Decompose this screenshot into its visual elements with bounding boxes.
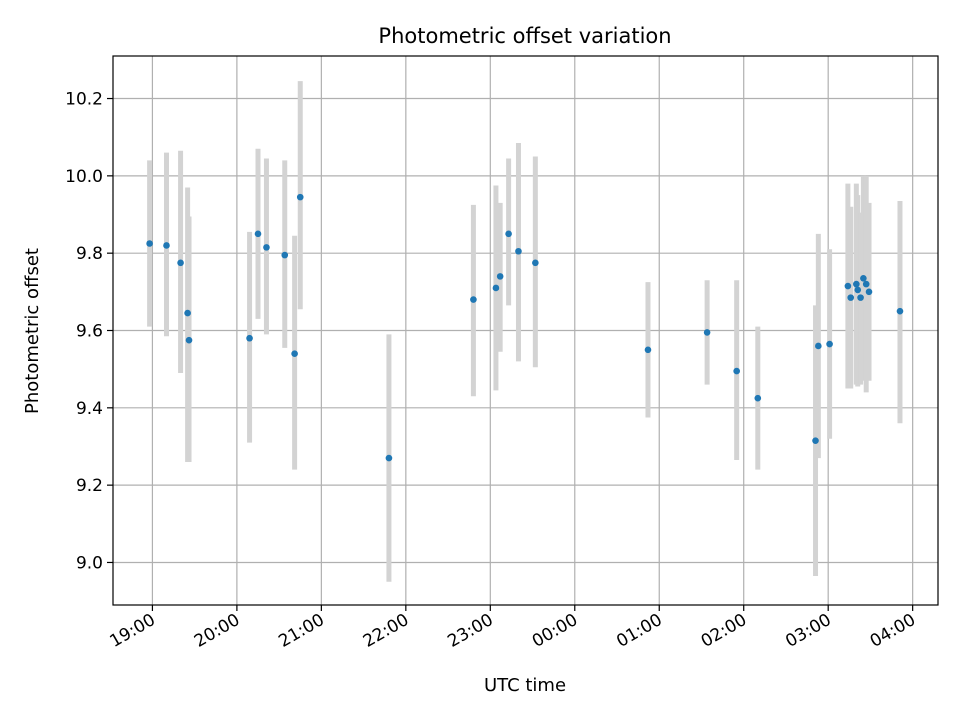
data-point bbox=[263, 244, 270, 251]
x-axis-label: UTC time bbox=[484, 675, 566, 696]
data-point bbox=[815, 342, 822, 350]
data-point bbox=[896, 307, 904, 315]
data-point bbox=[177, 259, 184, 267]
data-point bbox=[492, 284, 500, 292]
data-point bbox=[847, 294, 855, 301]
data-point bbox=[496, 273, 504, 280]
data-point bbox=[860, 275, 867, 282]
data-point bbox=[505, 230, 512, 238]
grid bbox=[113, 56, 938, 605]
data-point bbox=[733, 367, 740, 375]
data-point bbox=[246, 334, 253, 342]
data-point bbox=[146, 240, 153, 247]
data-point bbox=[644, 346, 652, 354]
data-point bbox=[853, 280, 860, 288]
data-point bbox=[532, 259, 539, 267]
y-tick-label: 9.0 bbox=[76, 553, 103, 573]
data-point bbox=[865, 288, 873, 296]
data-point bbox=[291, 350, 298, 357]
data-point bbox=[857, 294, 864, 301]
y-axis-ticks: 9.0 9.2 9.4 9.6 9.8 10.0 10.2 bbox=[65, 90, 113, 573]
data-point bbox=[385, 454, 393, 462]
y-tick-label: 9.8 bbox=[76, 244, 103, 264]
data-point bbox=[184, 309, 191, 317]
y-tick-label: 10.0 bbox=[65, 167, 103, 187]
data-point bbox=[862, 280, 870, 288]
data-point bbox=[296, 193, 304, 201]
y-tick-label: 9.6 bbox=[76, 322, 103, 342]
data-point bbox=[163, 242, 170, 249]
data-point bbox=[515, 247, 522, 255]
data-point bbox=[844, 282, 852, 290]
y-tick-label: 10.2 bbox=[65, 90, 103, 110]
data-points bbox=[146, 193, 904, 462]
chart-title: Photometric offset variation bbox=[378, 24, 671, 48]
y-axis-label: Photometric offset bbox=[22, 248, 43, 414]
data-point bbox=[812, 437, 819, 444]
y-tick-label: 9.2 bbox=[76, 476, 103, 496]
data-point bbox=[754, 394, 762, 402]
y-tick-label: 9.4 bbox=[76, 399, 103, 419]
data-point bbox=[254, 230, 262, 238]
data-point bbox=[470, 296, 477, 303]
data-point bbox=[826, 340, 833, 348]
data-point bbox=[281, 251, 289, 259]
data-point bbox=[703, 329, 711, 336]
data-point bbox=[854, 286, 862, 294]
data-point bbox=[185, 336, 193, 344]
